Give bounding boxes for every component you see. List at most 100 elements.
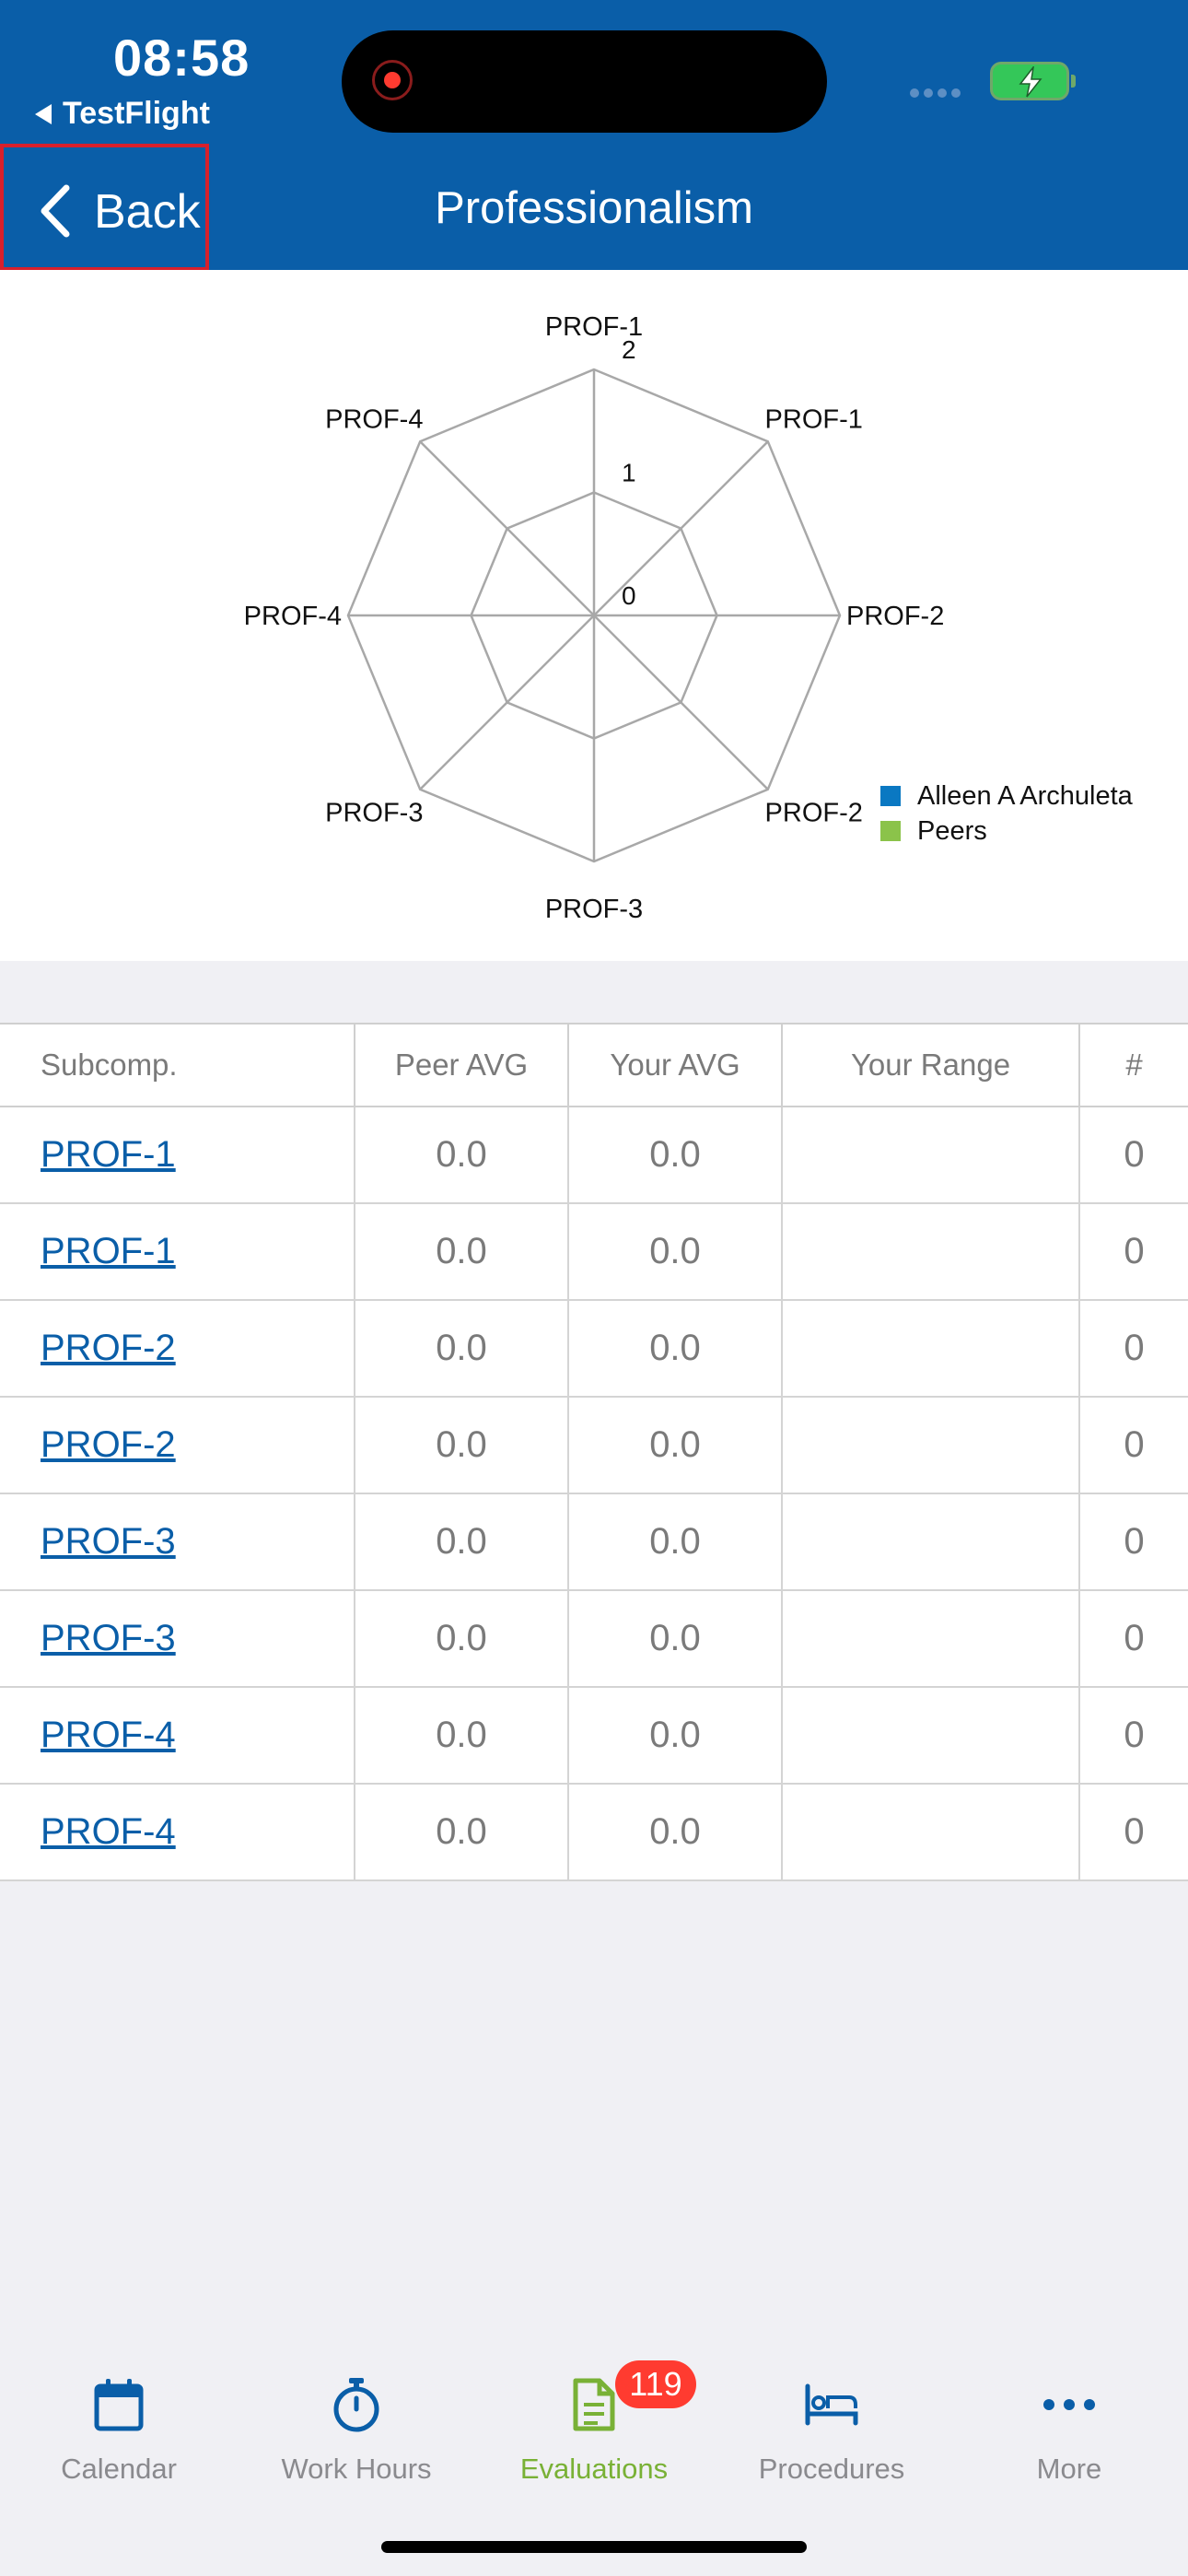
table-header: Subcomp. Peer AVG Your AVG Your Range # <box>0 1025 1188 1107</box>
cell-your-avg: 0.0 <box>569 1688 783 1783</box>
legend-swatch-series-2 <box>880 821 901 841</box>
status-time: 08:58 <box>113 29 250 87</box>
radar-scale-label: 2 <box>622 335 636 364</box>
tab-bar: Calendar Work Hours Evaluations Procedur… <box>0 2340 1188 2576</box>
cell-count: 0 <box>1124 1521 1145 1562</box>
cell-subcomp: PROF-3 <box>0 1591 355 1686</box>
cell-subcomp: PROF-1 <box>0 1204 355 1299</box>
radar-axis-label: PROF-2 <box>765 799 863 828</box>
cell-subcomp: PROF-2 <box>0 1301 355 1396</box>
back-button[interactable]: Back <box>0 144 209 271</box>
more-icon <box>1043 2399 1095 2410</box>
col-header-your-avg: Your AVG <box>569 1025 783 1106</box>
subcomp-link[interactable]: PROF-3 <box>41 1618 176 1658</box>
calendar-icon <box>94 2379 144 2431</box>
legend-item-series-1: Alleen A Archuleta <box>880 779 1133 814</box>
cell-your-avg: 0.0 <box>569 1494 783 1589</box>
cell-your-avg: 0.0 <box>569 1107 783 1202</box>
page-title: Professionalism <box>435 183 753 233</box>
cell-your-range <box>783 1785 1080 1879</box>
tab-more[interactable]: More <box>950 2368 1188 2486</box>
cell-subcomp: PROF-4 <box>0 1688 355 1783</box>
legend-label-series-2: Peers <box>917 816 987 846</box>
cell-subcomp: PROF-4 <box>0 1785 355 1879</box>
cell-count: 0 <box>1124 1134 1145 1175</box>
radar-axis-label: PROF-4 <box>244 602 342 631</box>
subcomp-link[interactable]: PROF-4 <box>41 1715 176 1755</box>
notification-badge: 119 <box>615 2360 696 2408</box>
tab-label-calendar: Calendar <box>61 2453 177 2485</box>
tab-label-more: More <box>1036 2453 1102 2485</box>
cell-peer-avg: 0.0 <box>355 1204 569 1299</box>
legend-swatch-series-1 <box>880 786 901 806</box>
tab-label-procedures: Procedures <box>758 2453 905 2485</box>
radar-spoke <box>419 615 595 790</box>
table-row: PROF-1 0.0 0.0 0 <box>0 1107 1188 1204</box>
cell-your-avg: 0.0 <box>569 1204 783 1299</box>
cell-peer-avg: 0.0 <box>355 1494 569 1589</box>
table-row: PROF-1 0.0 0.0 0 <box>0 1204 1188 1301</box>
cell-subcomp: PROF-3 <box>0 1494 355 1589</box>
cell-peer-avg: 0.0 <box>355 1398 569 1493</box>
subcomp-link[interactable]: PROF-1 <box>41 1231 176 1271</box>
cell-your-range <box>783 1204 1080 1299</box>
table-row: PROF-2 0.0 0.0 0 <box>0 1398 1188 1494</box>
cell-your-range <box>783 1688 1080 1783</box>
cell-count: 0 <box>1124 1715 1145 1755</box>
cell-peer-avg: 0.0 <box>355 1591 569 1686</box>
subcomp-link[interactable]: PROF-3 <box>41 1521 176 1562</box>
back-label: Back <box>94 185 201 239</box>
cell-your-range <box>783 1107 1080 1202</box>
table-row: PROF-3 0.0 0.0 0 <box>0 1591 1188 1688</box>
chart-legend: Alleen A Archuleta Peers <box>880 779 1133 849</box>
table-row: PROF-2 0.0 0.0 0 <box>0 1301 1188 1398</box>
battery-charging-icon <box>990 62 1076 100</box>
cell-your-range <box>783 1398 1080 1493</box>
cell-your-avg: 0.0 <box>569 1301 783 1396</box>
radar-axis-label: PROF-2 <box>846 602 944 631</box>
radar-spoke <box>593 440 769 616</box>
cell-count: 0 <box>1124 1328 1145 1368</box>
stopwatch-icon <box>333 2378 379 2432</box>
radar-chart-panel: 0 1 2 PROF-1 PROF-1 PROF-2 PROF-2 PROF-3 PROF-3 P… <box>0 270 1188 961</box>
cell-your-avg: 0.0 <box>569 1398 783 1493</box>
col-header-your-range: Your Range <box>783 1025 1080 1106</box>
col-header-count: # <box>1125 1048 1143 1082</box>
cell-count: 0 <box>1124 1811 1145 1852</box>
tab-label-evaluations: Evaluations <box>519 2453 669 2485</box>
subcomp-link[interactable]: PROF-2 <box>41 1328 176 1368</box>
cell-your-avg: 0.0 <box>569 1785 783 1879</box>
back-app-label: TestFlight <box>63 96 210 131</box>
tab-calendar[interactable]: Calendar <box>0 2368 238 2486</box>
back-to-app-link[interactable]: TestFlight <box>35 96 210 132</box>
tab-work-hours[interactable]: Work Hours <box>238 2368 475 2486</box>
table-row: PROF-4 0.0 0.0 0 <box>0 1785 1188 1881</box>
tab-evaluations[interactable]: Evaluations <box>475 2368 713 2486</box>
cell-your-range <box>783 1591 1080 1686</box>
radar-spoke <box>593 615 769 790</box>
radar-axis-label: PROF-1 <box>545 312 643 342</box>
cell-count: 0 <box>1124 1231 1145 1271</box>
radar-axis-label: PROF-1 <box>765 404 863 434</box>
legend-item-series-2: Peers <box>880 814 1133 849</box>
col-header-subcomp: Subcomp. <box>0 1025 355 1106</box>
cell-your-range <box>783 1301 1080 1396</box>
bed-icon <box>805 2383 858 2426</box>
radar-chart: 012PROF-1PROF-1PROF-2PROF-2PROF-3PROF-3P… <box>244 312 945 924</box>
dynamic-island <box>342 30 827 133</box>
cell-your-range <box>783 1494 1080 1589</box>
cell-peer-avg: 0.0 <box>355 1785 569 1879</box>
chevron-left-icon <box>41 184 70 238</box>
subcomp-link[interactable]: PROF-4 <box>41 1811 176 1852</box>
legend-label-series-1: Alleen A Archuleta <box>917 781 1133 811</box>
screen-recording-icon <box>372 60 413 100</box>
cell-count: 0 <box>1124 1618 1145 1658</box>
subcomp-link[interactable]: PROF-1 <box>41 1134 176 1175</box>
cell-peer-avg: 0.0 <box>355 1107 569 1202</box>
cell-count: 0 <box>1124 1424 1145 1465</box>
table-body: PROF-1 0.0 0.0 0 PROF-1 0.0 0.0 0 PROF-2 0.0 0.0 0 P… <box>0 1107 1188 1881</box>
tab-procedures[interactable]: Procedures <box>713 2368 950 2486</box>
subcomp-link[interactable]: PROF-2 <box>41 1424 176 1465</box>
cell-subcomp: PROF-1 <box>0 1107 355 1202</box>
cell-peer-avg: 0.0 <box>355 1688 569 1783</box>
